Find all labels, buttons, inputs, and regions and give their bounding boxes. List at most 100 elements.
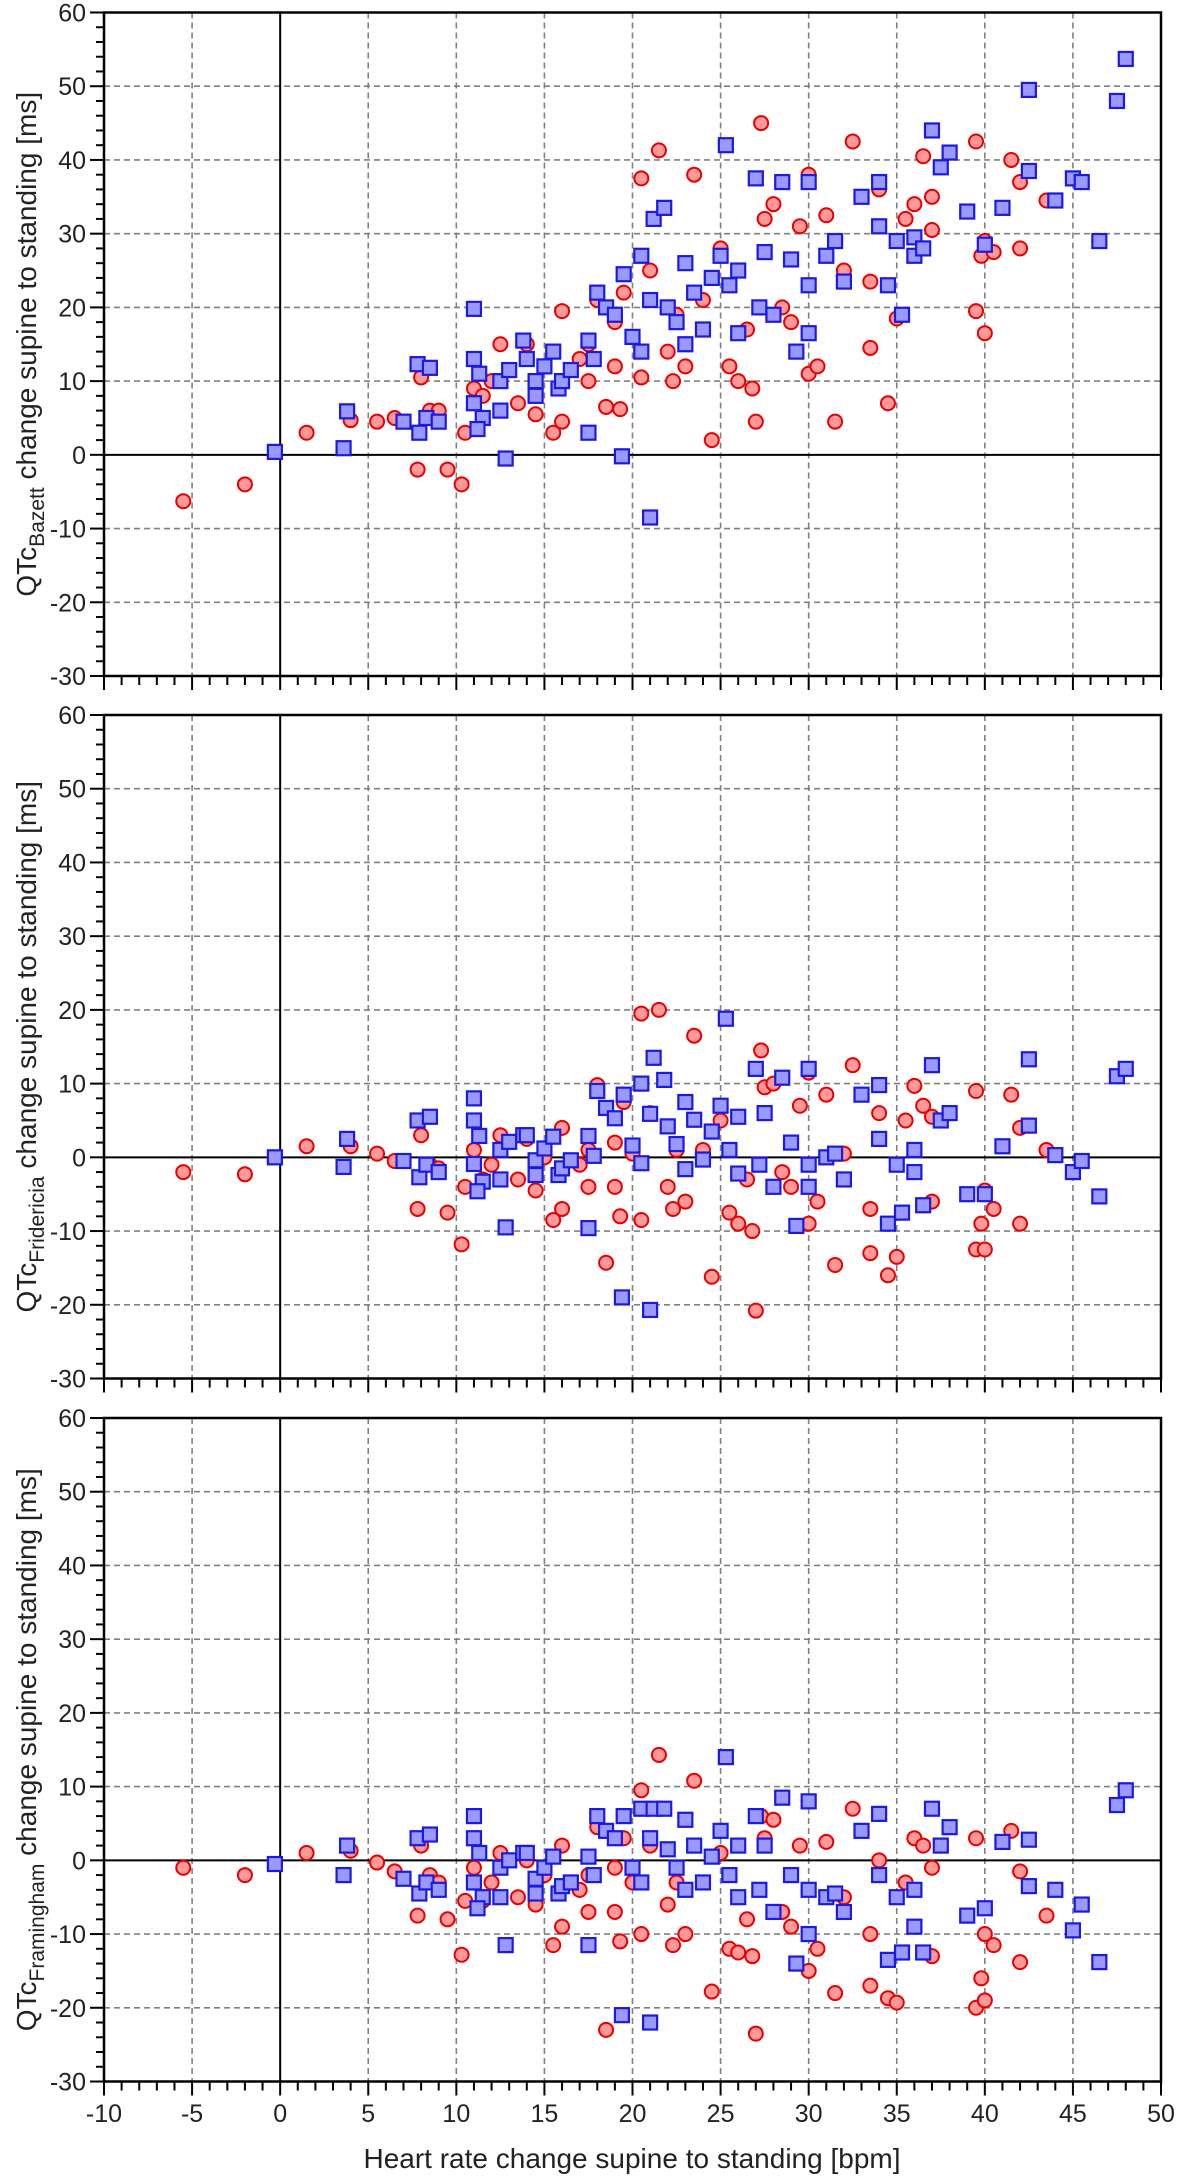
data-point-circle [439,1911,456,1928]
data-point-circle [606,358,623,375]
data-point-square [589,1807,606,1825]
y-axis-title-subscript: Framingham [26,1864,49,1982]
data-point-circle [862,1977,879,1994]
data-point-circle [756,210,773,227]
data-point-square [906,1918,923,1935]
data-point-circle [409,1907,426,1924]
data-point-square [677,1093,694,1111]
data-point-circle [545,1937,562,1954]
data-point-square [580,332,597,349]
data-point-square [1108,1796,1126,1814]
data-point-circle [650,142,667,159]
y-tick-label: -20 [50,589,86,617]
data-point-square [774,173,791,191]
data-point-square [1091,232,1108,250]
data-point-circle [633,1005,650,1022]
data-point-square [527,1166,544,1184]
data-point-square [339,403,356,420]
data-point-circle [453,1946,470,1963]
y-tick-label: -30 [50,1366,86,1394]
y-tick-label: 50 [58,776,86,804]
data-point-square [756,243,773,261]
data-point-square [730,1165,747,1182]
data-point-circle [844,1057,861,1074]
data-point-square [430,1163,447,1181]
data-point-square [686,284,703,301]
data-point-square [730,1108,747,1125]
data-point-circle [298,424,315,441]
data-point-square [751,1156,768,1173]
data-point-square [717,137,734,154]
data-point-square [677,255,694,272]
data-point-square [677,1161,694,1178]
data-point-square [835,1903,853,1921]
data-point-square [465,1155,483,1173]
data-point-circle [554,1918,571,1935]
data-point-square [497,1937,514,1954]
data-point-square [465,1807,483,1825]
data-point-circle [791,1097,808,1114]
data-point-square [853,188,870,205]
data-point-circle [527,406,544,423]
data-point-square [959,1907,976,1924]
data-point-square [659,1841,676,1858]
data-point-square [580,1848,597,1865]
data-point-circle [879,395,896,412]
data-point-circle [985,1937,1002,1954]
data-point-circle [633,1211,650,1228]
data-point-square [871,173,888,191]
data-point-square [645,1049,662,1066]
data-point-square [747,170,764,187]
data-point-square [606,1110,623,1127]
data-point-circle [747,2025,764,2042]
data-point-square [266,1855,283,1873]
y-axis-title: QTcBazett change supine to standing [ms] [11,92,49,597]
data-point-square [624,1137,641,1154]
data-point-circle [730,373,747,390]
scatter-panel-1: 60 50 40 30 20 10 0 -10 -20 -30 QTcBazett change s… [11,0,1163,691]
data-point-circle [976,1241,993,1258]
data-point-square [686,1837,703,1854]
data-point-square [624,1859,641,1876]
data-point-circle [677,1926,694,1943]
data-point-circle [774,1164,791,1181]
data-point-square [915,1197,932,1214]
data-point-square [703,1848,720,1865]
data-point-square [1117,1060,1134,1077]
data-point-square [465,1090,483,1107]
data-point-circle [483,1156,500,1173]
y-axis-title-rest: change supine to standing [ms] [11,92,42,487]
data-point-square [545,1848,562,1865]
data-point-square [465,1830,483,1847]
data-point-square [994,1833,1011,1851]
data-point-square [765,1178,782,1195]
data-point-circle [906,196,923,213]
data-point-circle [659,1178,676,1195]
data-point-square [941,1104,958,1122]
data-point-square [712,1097,729,1114]
data-point-square [465,350,483,368]
y-axis-title-main: QTc [11,547,42,597]
data-point-square [1073,173,1090,191]
data-point-circle [968,1082,985,1099]
data-point-square [580,424,597,441]
data-point-circle [175,1164,192,1181]
data-point-square [615,1807,632,1825]
data-point-square [906,1141,923,1159]
data-point-circle [465,1141,482,1158]
data-point-circle [827,413,844,430]
data-point-square [994,199,1011,216]
data-point-square [994,1138,1011,1155]
data-point-circle [650,1001,667,1018]
data-point-square [800,1881,817,1898]
x-tick-label: 35 [883,2100,911,2128]
data-point-square [562,361,579,379]
data-point-square [624,328,641,345]
data-point-circle [809,1940,826,1957]
y-tick-label: 60 [58,1405,86,1433]
x-tick-label: 20 [619,2100,647,2128]
data-point-square [642,1830,659,1847]
data-point-square [395,413,412,430]
y-tick-label: 0 [72,1847,86,1875]
data-point-circle [554,1200,571,1217]
